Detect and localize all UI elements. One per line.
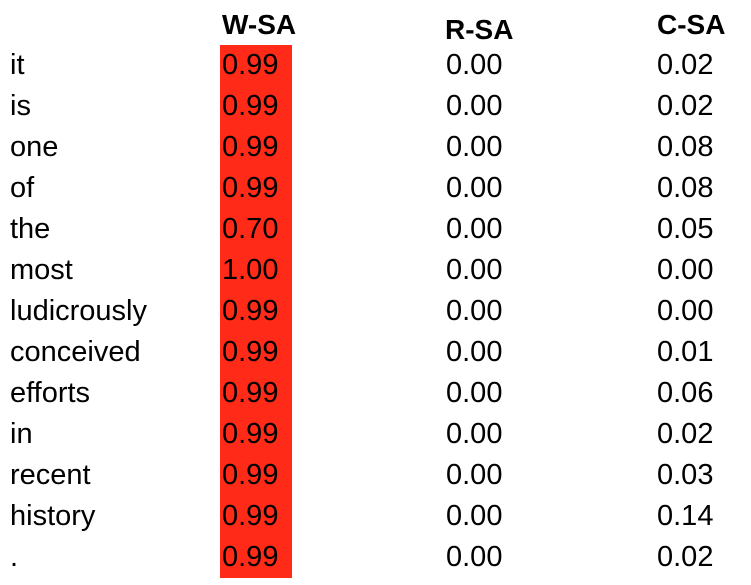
column-header: C-SA	[657, 9, 726, 40]
token-label: it	[10, 49, 25, 81]
score-cell: 0.99	[220, 168, 292, 209]
score-cell: 0.00	[446, 213, 503, 245]
column-header: W-SA	[222, 9, 297, 40]
score-cell: 0.00	[446, 49, 503, 81]
score-cell: 0.02	[657, 418, 714, 450]
token-label: ludicrously	[10, 295, 147, 327]
token-label: is	[10, 90, 31, 122]
score-cell: 0.00	[446, 172, 503, 204]
score-cell: 0.02	[657, 541, 714, 573]
score-cell: 0.99	[220, 455, 292, 496]
score-cell: 0.99	[220, 537, 292, 578]
score-cell: 0.00	[446, 541, 503, 573]
score-cell: 0.00	[446, 131, 503, 163]
score-cell: 0.00	[446, 90, 503, 122]
token-label: efforts	[10, 377, 91, 409]
score-cell: 0.03	[657, 459, 714, 491]
score-cell: 0.00	[446, 254, 503, 286]
score-cell: 0.14	[657, 500, 714, 532]
score-cell: 0.02	[657, 90, 714, 122]
score-cell: 0.99	[220, 86, 292, 127]
score-cell: 0.99	[220, 414, 292, 455]
score-cell: 0.00	[446, 336, 503, 368]
token-label: in	[10, 418, 33, 450]
score-cell: 0.99	[220, 127, 292, 168]
score-cell: 0.99	[220, 332, 292, 373]
score-cell: 0.00	[446, 377, 503, 409]
score-cell: 0.99	[220, 291, 292, 332]
score-cell: 0.02	[657, 49, 714, 81]
score-cell: 0.00	[446, 418, 503, 450]
score-cell: 0.00	[657, 295, 714, 327]
token-label: one	[10, 131, 59, 163]
token-label: .	[10, 541, 19, 573]
score-cell: 0.00	[446, 500, 503, 532]
score-cell: 0.00	[446, 295, 503, 327]
score-cell: 0.99	[220, 373, 292, 414]
score-cell: 0.99	[220, 496, 292, 537]
token-label: conceived	[10, 336, 141, 368]
column-header: R-SA	[445, 14, 514, 45]
score-cell: 0.01	[657, 336, 714, 368]
score-cell: 0.00	[657, 254, 714, 286]
token-label: of	[10, 172, 35, 204]
token-label: most	[10, 254, 73, 286]
score-cell: 0.05	[657, 213, 714, 245]
score-cell: 1.00	[220, 250, 292, 291]
score-cell: 0.06	[657, 377, 714, 409]
score-cell: 0.00	[446, 459, 503, 491]
score-cell: 0.99	[220, 45, 292, 86]
score-cell: 0.08	[657, 172, 714, 204]
score-cell: 0.08	[657, 131, 714, 163]
token-label: the	[10, 213, 51, 245]
token-label: recent	[10, 459, 91, 491]
score-cell: 0.70	[220, 209, 292, 250]
token-label: history	[10, 500, 96, 532]
